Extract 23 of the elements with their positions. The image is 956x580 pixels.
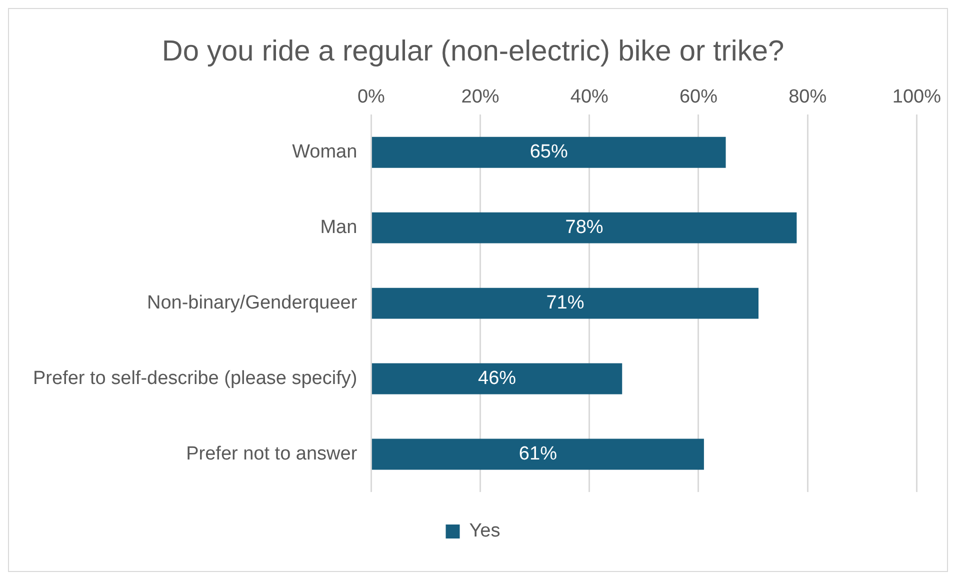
x-tick-label: 100% bbox=[892, 86, 942, 108]
x-tick-label: 0% bbox=[357, 86, 386, 108]
bar bbox=[372, 136, 726, 168]
data-label: 65% bbox=[530, 142, 568, 163]
y-tick-label: Man bbox=[320, 217, 358, 238]
legend-label: Yes bbox=[469, 520, 500, 542]
bar bbox=[372, 212, 797, 244]
x-tick-label: 40% bbox=[570, 86, 609, 108]
data-label: 61% bbox=[518, 443, 558, 464]
y-tick-label: Woman bbox=[292, 142, 358, 163]
y-tick-label: Non-binary/Genderqueer bbox=[147, 292, 358, 314]
data-label: 46% bbox=[478, 368, 516, 390]
bar bbox=[372, 438, 704, 470]
x-tick-label: 60% bbox=[679, 86, 718, 108]
data-label: 78% bbox=[565, 217, 604, 238]
chart-title: Do you ride a regular (non-electric) bike or trike? bbox=[162, 35, 784, 68]
bar bbox=[372, 363, 622, 394]
x-tick-label: 80% bbox=[788, 86, 827, 108]
x-tick-label: 20% bbox=[461, 86, 500, 108]
bar bbox=[372, 288, 759, 319]
y-tick-label: Prefer to self-describe (please specify) bbox=[33, 368, 358, 390]
y-tick-label: Prefer not to answer bbox=[186, 443, 358, 464]
data-label: 71% bbox=[546, 292, 584, 314]
